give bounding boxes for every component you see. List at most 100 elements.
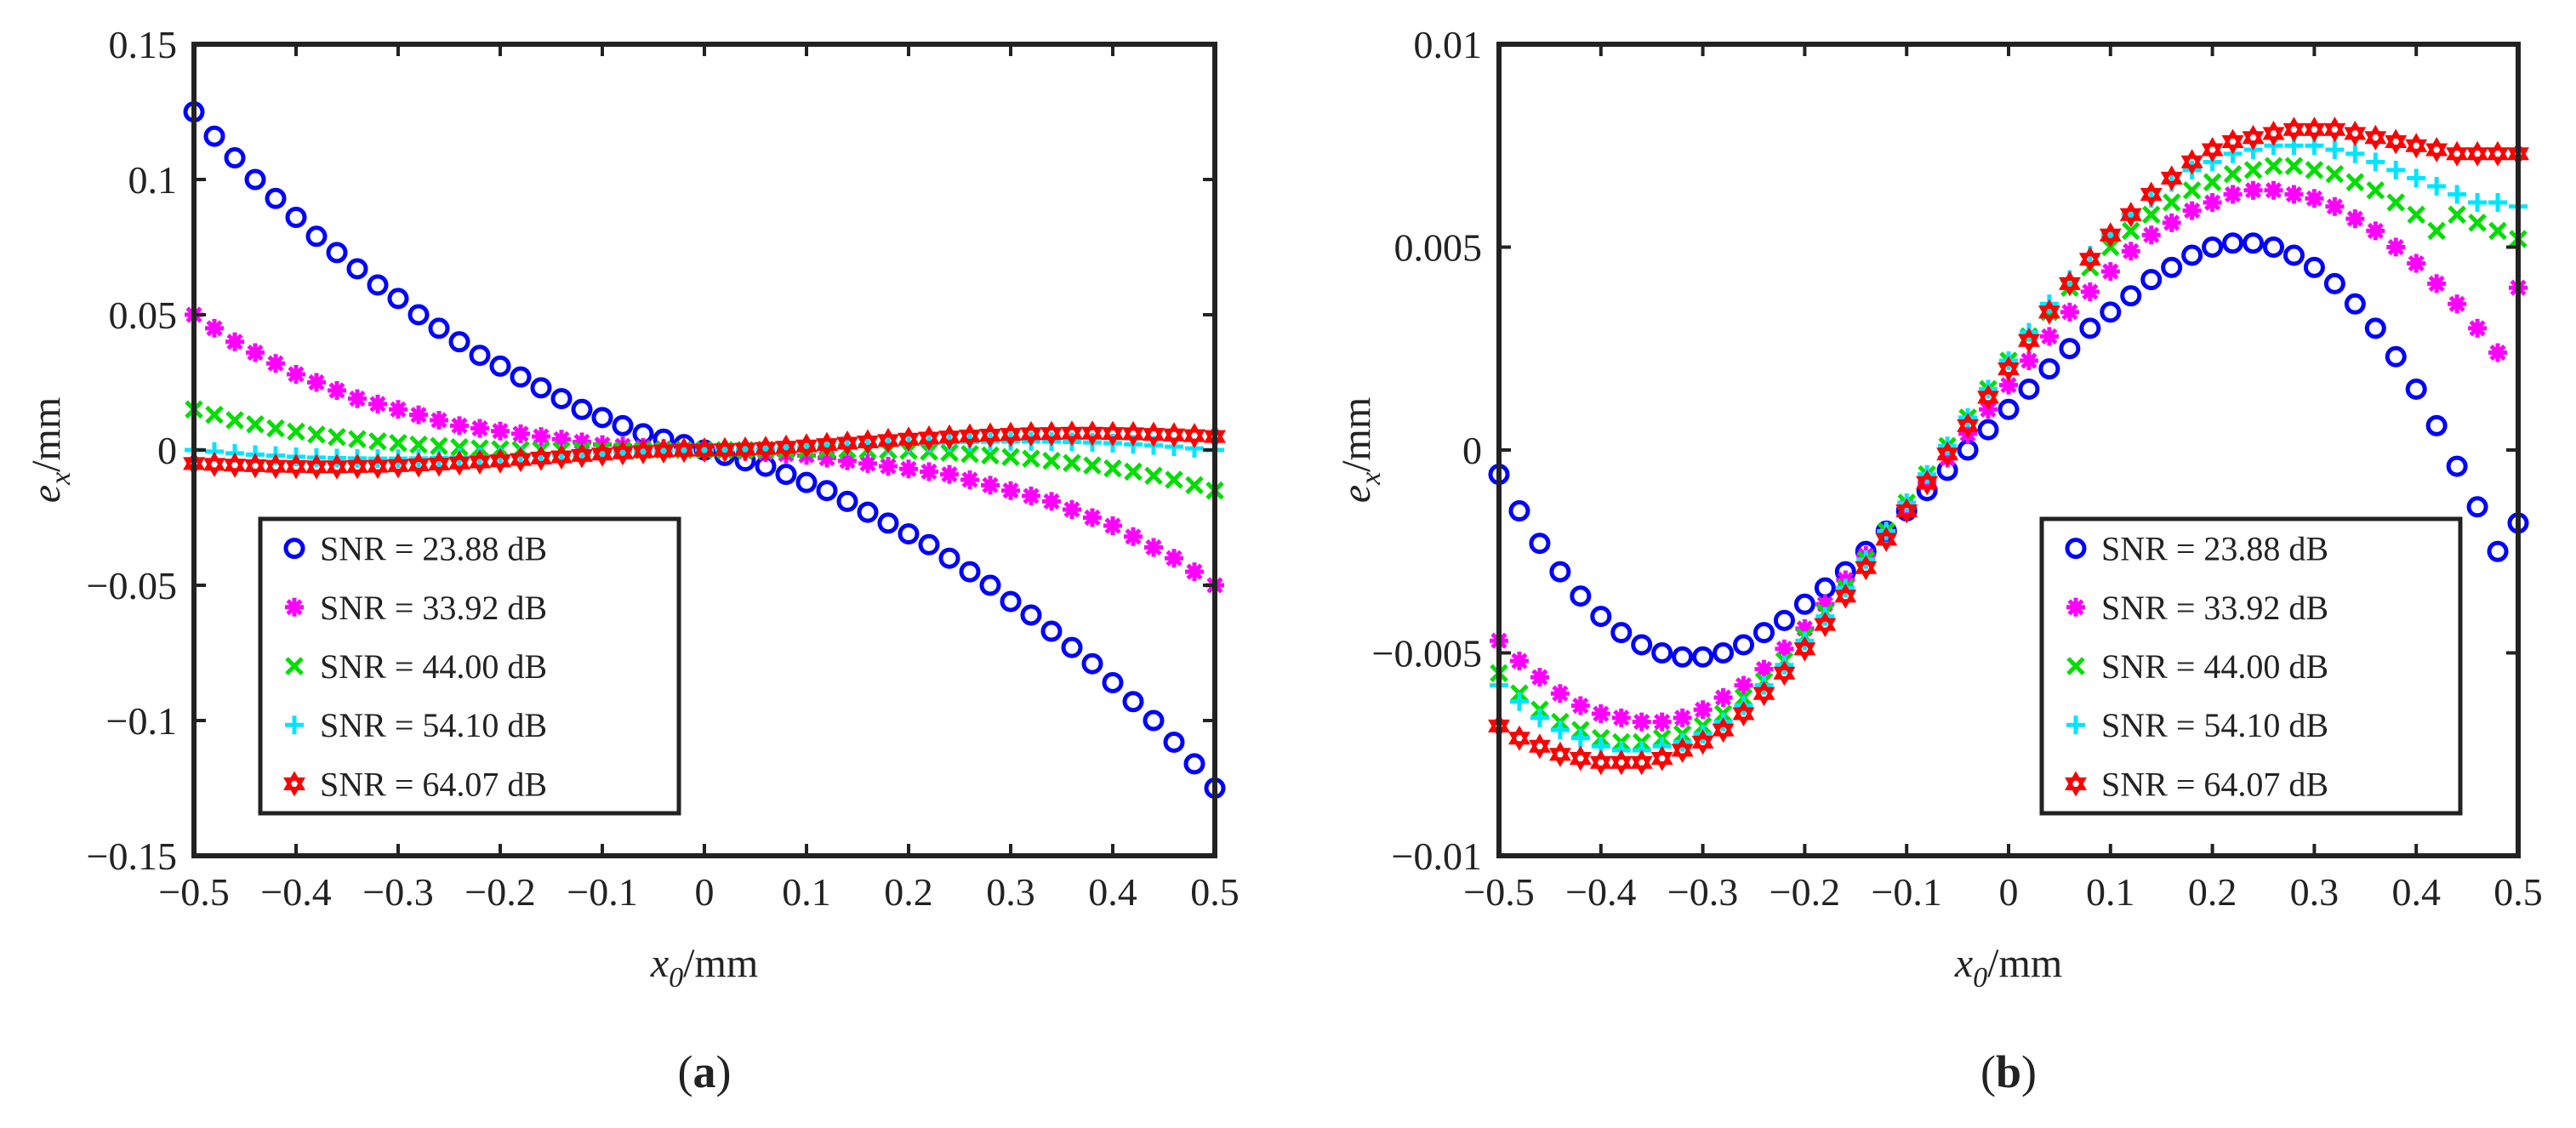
data-point [816,438,838,458]
data-point [2180,149,2203,168]
data-point [1063,453,1081,473]
data-point [2162,213,2181,232]
chart-panel-a: −0.5 −0.4 −0.3 −0.2 −0.1 0 0.1 0.2 0.3 0.4 0.5 −0.1… [24,23,1240,1097]
data-point [1650,752,1673,772]
data-point [1875,533,1898,552]
y-tick-label: 0.1 [128,158,178,202]
data-point [1530,668,1549,687]
data-point [511,424,530,443]
data-point [2305,161,2324,179]
data-point [224,459,246,478]
data-point [2078,253,2101,272]
data-point [959,430,981,449]
data-point [2427,221,2446,241]
legend-item: SNR = 33.92 dB [285,589,547,627]
data-point [1773,660,1796,680]
data-point [1550,721,1570,740]
legend-marker [285,715,304,735]
data-point [368,394,387,413]
legend-label: SNR = 23.88 dB [2101,530,2328,568]
data-point [2201,143,2224,163]
data-point [1815,595,1835,614]
data-point [673,437,695,457]
data-point [1590,606,1612,628]
data-point [591,447,613,467]
data-point [1752,681,1775,700]
data-point [2060,302,2079,322]
data-point [348,389,367,408]
data-point [938,547,960,569]
data-point [1977,385,2000,404]
data-point [981,446,1000,465]
data-point [1795,618,1815,638]
data-point [348,430,367,449]
data-point [205,405,224,424]
data-point [407,304,430,326]
data-point [1061,636,1083,658]
data-point [2487,540,2509,562]
data-point [1610,749,1633,769]
data-point [714,436,736,457]
data-point [2466,147,2489,167]
data-point [367,274,389,296]
legend-marker [283,771,305,790]
legend-marker [285,597,304,617]
data-point [285,459,307,480]
y-tick-label: 0 [157,429,177,472]
data-point [816,431,838,452]
data-point [1022,449,1040,468]
data-point [632,438,654,459]
data-point [653,444,675,464]
data-point [2405,378,2427,400]
data-point [328,427,346,447]
x-tick-label: −0.2 [1770,870,1840,914]
data-point [2345,144,2365,163]
data-point [1957,419,1980,439]
data-point [450,416,469,436]
data-point [1999,375,2018,395]
data-point [2303,256,2325,278]
data-point [326,242,348,264]
data-point [2425,137,2448,157]
data-point [2344,120,2367,140]
data-point [2121,242,2140,261]
data-point [2037,299,2060,319]
panel-label: (a) [678,1046,732,1097]
data-point [573,432,591,452]
data-point [1671,743,1694,763]
data-point [2323,272,2345,294]
data-point [571,448,593,469]
data-point [469,345,491,367]
data-point [2058,276,2081,297]
data-point [389,400,407,419]
data-point [2282,122,2305,143]
data-point [2468,318,2488,338]
data-point [1692,646,1714,668]
data-point [2160,165,2183,185]
data-point [918,431,940,452]
chart-panel-b: −0.5 −0.4 −0.3 −0.2 −0.1 0 0.1 0.2 0.3 0.4 0.5 −0.0… [1334,23,2543,1097]
data-point [1143,428,1165,447]
data-point [1530,708,1549,727]
y-tick-label: −0.01 [1392,835,1482,878]
data-point [571,398,593,420]
data-point [428,317,450,339]
data-point [1163,422,1185,442]
legend-item: SNR = 44.00 dB [285,647,547,686]
data-point [2141,225,2161,245]
data-point [959,561,981,583]
data-point [795,439,818,459]
data-point [287,422,305,442]
data-point [203,125,225,147]
data-point [409,405,428,424]
y-tick-label: −0.005 [1372,632,1482,675]
data-point [1589,749,1612,769]
data-point [877,434,899,453]
data-point [1163,731,1185,753]
data-point [387,459,409,479]
x-axis-label: x0/mm [650,941,758,994]
data-point [225,332,244,351]
data-point [550,388,573,410]
data-point [612,446,634,466]
data-point [2366,180,2385,200]
